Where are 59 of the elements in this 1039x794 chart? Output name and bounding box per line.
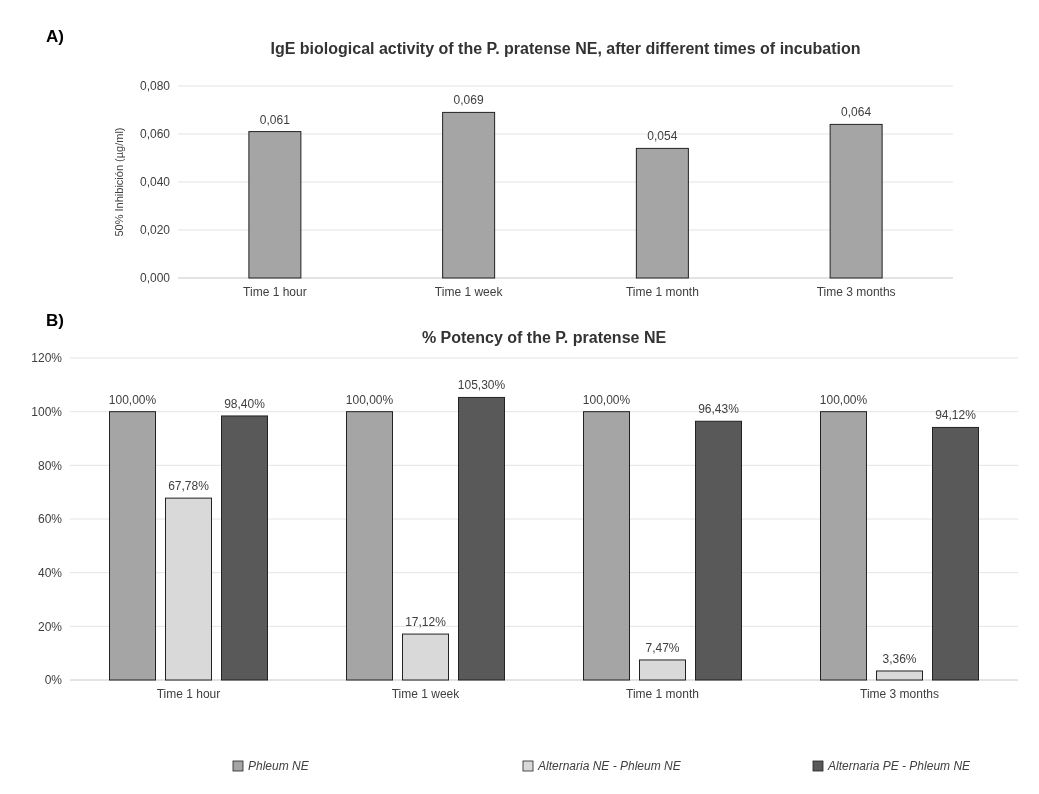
legend-label: Phleum NE [248, 759, 310, 773]
data-label: 67,78% [168, 479, 210, 494]
data-label: 98,40% [224, 396, 266, 411]
y-tick-label: 100% [31, 404, 63, 419]
chart-title: IgE biological activity of the P. pratense NE, after different times of incubation [270, 40, 861, 57]
data-label: 96,43% [698, 402, 740, 417]
y-tick-label: 0,060 [139, 127, 171, 142]
bar [221, 415, 268, 681]
x-tick-label: Time 1 hour [243, 285, 307, 299]
bar [820, 411, 867, 681]
y-tick-label: 0,040 [139, 175, 171, 190]
data-label: 100,00% [819, 392, 868, 407]
bar [932, 426, 979, 681]
bar [458, 396, 505, 681]
bar [583, 411, 630, 681]
y-tick-label: 60% [37, 512, 63, 527]
data-label: 7,47% [645, 640, 680, 655]
bar [876, 670, 923, 681]
data-label: 0,069 [453, 93, 484, 108]
data-label: 100,00% [582, 392, 631, 407]
data-label: 0,064 [841, 105, 872, 120]
y-tick-label: 120% [31, 351, 63, 366]
y-axis-title: 50% Inhibición (µg/ml) [113, 127, 125, 237]
x-tick-label: Time 1 hour [156, 687, 221, 701]
y-tick-label: 0% [44, 673, 63, 688]
y-tick-label: 0,000 [139, 271, 171, 286]
data-label: 105,30% [457, 378, 506, 393]
y-tick-label: 40% [37, 565, 63, 580]
data-label: 100,00% [345, 392, 394, 407]
y-tick-label: 20% [37, 619, 63, 634]
bar [635, 147, 689, 279]
bar [109, 411, 156, 681]
y-tick-label: 80% [37, 458, 63, 473]
bar [695, 420, 742, 681]
y-tick-label: 0,080 [139, 79, 171, 94]
x-tick-label: Time 1 week [434, 285, 504, 299]
bar [639, 659, 686, 681]
text: B) [46, 311, 64, 330]
x-tick-label: Time 3 months [860, 687, 939, 701]
x-tick-label: Time 3 months [816, 285, 896, 299]
chart-title: % Potency of the P. pratense NE [421, 329, 667, 346]
bar [346, 411, 393, 681]
data-label: 17,12% [405, 615, 447, 630]
data-label: 0,061 [259, 112, 291, 127]
legend-label: Alternaria PE - Phleum NE [827, 759, 972, 773]
data-label: 94,12% [935, 408, 977, 423]
text: A) [46, 27, 64, 46]
data-label: 100,00% [108, 392, 157, 407]
bar [442, 111, 496, 279]
x-tick-label: Time 1 month [626, 687, 699, 701]
data-label: 3,36% [882, 651, 917, 666]
bar [829, 123, 883, 279]
data-label: 0,054 [647, 129, 678, 144]
legend-label: Alternaria NE - Phleum NE [537, 759, 682, 773]
bar [402, 633, 449, 681]
x-tick-label: Time 1 month [625, 285, 699, 299]
x-tick-label: Time 1 week [391, 687, 461, 701]
y-tick-label: 0,020 [139, 223, 171, 238]
bar [248, 131, 302, 279]
